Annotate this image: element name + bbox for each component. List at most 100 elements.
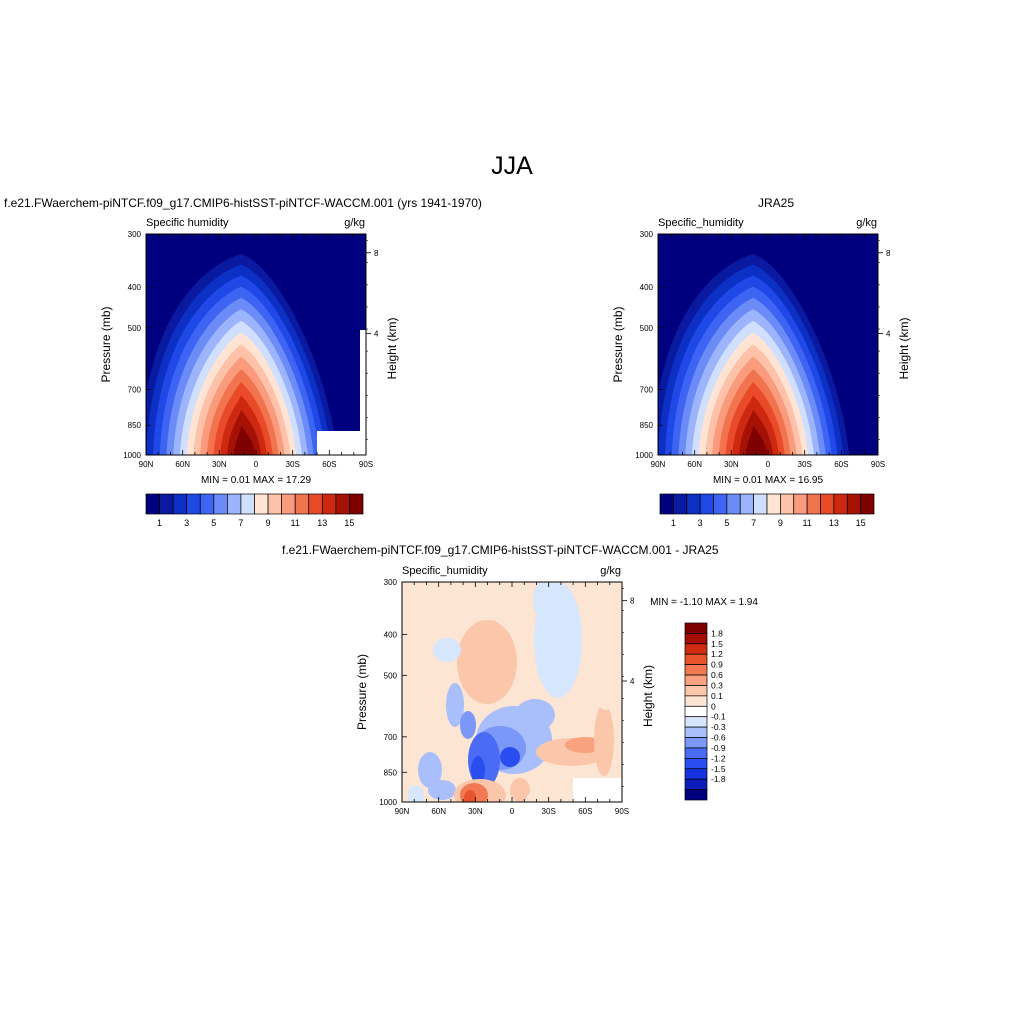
- x-tick-label: 0: [510, 807, 515, 816]
- colorbar-label: 5: [724, 518, 729, 528]
- contour-region-23: [526, 790, 554, 802]
- height-tick-label: 8: [886, 249, 891, 258]
- colorbar-swatch: [684, 726, 708, 738]
- colorbar-label: -0.6: [711, 733, 726, 743]
- colorbar-swatch: [349, 493, 364, 515]
- colorbar-swatch: [659, 493, 674, 515]
- colorbar-label: 1.8: [711, 628, 723, 638]
- colorbar-label: 15: [856, 518, 866, 528]
- x-tick-label: 60S: [834, 460, 848, 469]
- colorbar-swatch: [684, 768, 708, 780]
- colorbar-swatch: [833, 493, 848, 515]
- contour-region-9: [471, 756, 485, 784]
- variable-label: Specific humidity: [146, 217, 229, 229]
- colorbar-label: 5: [211, 518, 216, 528]
- contour-region-8: [500, 747, 520, 767]
- y-tick-label: 500: [640, 324, 654, 333]
- x-tick-label: 90N: [651, 460, 666, 469]
- colorbar-swatch: [159, 493, 174, 515]
- colorbar-label: -1.8: [711, 774, 726, 784]
- x-tick-label: 30S: [798, 460, 812, 469]
- y-tick-label: 500: [384, 671, 398, 680]
- colorbar-horizontal: 1 3 5 7 9 11 13 15: [145, 493, 364, 528]
- colorbar-label: 0: [711, 701, 716, 711]
- colorbar-swatch: [684, 778, 708, 790]
- contour-region-24: [408, 785, 424, 802]
- colorbar-swatch: [281, 493, 296, 515]
- x-tick-label: 90S: [359, 460, 373, 469]
- colorbar-swatch: [267, 493, 282, 515]
- right-axis-label: Height (km): [641, 665, 655, 727]
- colorbar-swatch: [793, 493, 808, 515]
- colorbar-swatch: [335, 493, 350, 515]
- colorbar-swatch: [213, 493, 228, 515]
- x-tick-label: 60N: [431, 807, 446, 816]
- y-tick-label: 1000: [379, 798, 397, 807]
- contour-level-15: [234, 424, 256, 455]
- humidity-contours: [146, 234, 366, 455]
- contour-region-13: [428, 780, 456, 800]
- contour-region-18: [433, 638, 461, 662]
- y-tick-label: 300: [640, 230, 654, 239]
- colorbar-swatch: [684, 716, 708, 728]
- y-axis-label: Pressure (mb): [611, 306, 625, 382]
- colorbar-swatch: [684, 789, 708, 801]
- missing-data-area: [573, 778, 622, 802]
- colorbar-swatch: [713, 493, 728, 515]
- x-tick-label: 60N: [687, 460, 702, 469]
- colorbar-swatch: [240, 493, 255, 515]
- colorbar-label: 3: [698, 518, 703, 528]
- x-tick-label: 30N: [212, 460, 227, 469]
- x-tick-label: 60S: [578, 807, 592, 816]
- colorbar-swatch: [321, 493, 337, 515]
- colorbar-swatch: [739, 493, 754, 515]
- plot-labels: 90N 60N 30N 0 30S 60S 90S300400500700850100084…: [99, 217, 911, 816]
- colorbar-swatch: [684, 705, 708, 718]
- y-tick-label: 850: [640, 421, 654, 430]
- colorbar-swatch: [780, 493, 795, 515]
- colorbar-label: 13: [829, 518, 839, 528]
- height-tick-label: 4: [630, 677, 635, 686]
- y-axis-label: Pressure (mb): [355, 654, 369, 730]
- colorbar-label: -1.5: [711, 764, 726, 774]
- contour-region-10: [446, 683, 464, 727]
- colorbar-swatch: [254, 493, 269, 515]
- colorbar-swatch: [145, 493, 160, 515]
- colorbar-swatch: [684, 633, 708, 645]
- contour-region-17: [594, 670, 618, 710]
- colorbar-swatch: [172, 493, 188, 515]
- y-tick-label: 300: [384, 578, 398, 587]
- variable-label: Specific_humidity: [658, 217, 744, 229]
- contour-region-22: [510, 778, 530, 802]
- colorbar-label: 1.2: [711, 649, 723, 659]
- x-tick-label: 0: [766, 460, 771, 469]
- colorbar-vertical: 1.81.51.20.90.60.30.10-0.1-0.3-0.6-0.9-1…: [684, 622, 726, 801]
- y-tick-label: 850: [384, 768, 398, 777]
- contour-region-3: [474, 620, 506, 660]
- colorbar-swatch: [684, 664, 708, 676]
- variable-label: Specific_humidity: [402, 565, 488, 577]
- colorbar-swatch: [199, 493, 215, 515]
- contour-region-12: [418, 752, 442, 788]
- contour-region-1: [533, 582, 557, 620]
- y-tick-label: 1000: [123, 451, 141, 460]
- x-tick-label: 0: [254, 460, 259, 469]
- min-max-label: MIN = 0.01 MAX = 17.29: [201, 475, 311, 486]
- y-tick-label: 300: [128, 230, 142, 239]
- x-tick-label: 30S: [542, 807, 556, 816]
- colorbar-label: 7: [751, 518, 756, 528]
- y-tick-label: 700: [384, 733, 398, 742]
- x-tick-label: 30N: [724, 460, 739, 469]
- y-tick-label: 400: [640, 283, 654, 292]
- colorbar-swatch: [684, 737, 708, 749]
- colorbar-swatch: [726, 493, 741, 515]
- colorbar-label: 11: [802, 518, 811, 528]
- colorbar-label: 15: [344, 518, 354, 528]
- colorbar-label: -0.3: [711, 722, 726, 732]
- panel-diff-title: f.e21.FWaerchem-piNTCF.f09_g17.CMIP6-his…: [282, 543, 719, 557]
- x-tick-label: 90S: [871, 460, 885, 469]
- contour-region-21: [464, 790, 476, 802]
- colorbar-swatch: [684, 653, 708, 665]
- colorbar-label: 1: [157, 518, 162, 528]
